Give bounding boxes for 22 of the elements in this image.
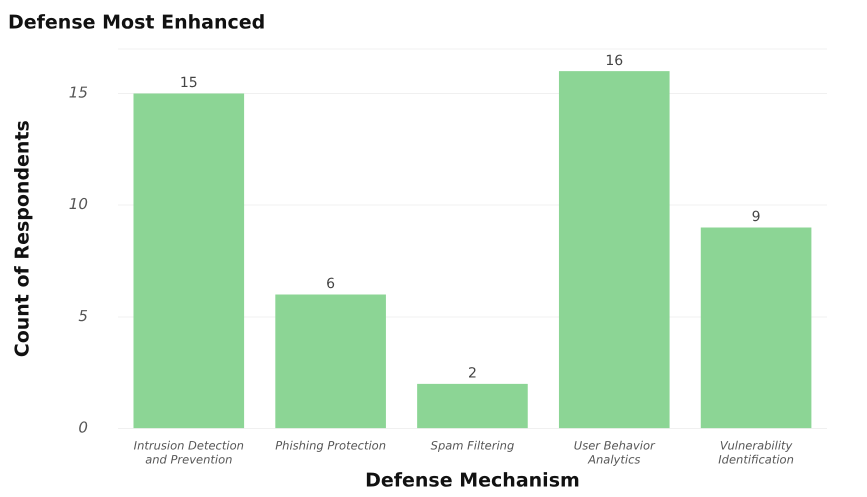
chart-title: Defense Most Enhanced	[8, 11, 266, 34]
bar	[700, 228, 812, 428]
y-tick-label: 15	[68, 83, 88, 102]
data-label: 9	[752, 209, 761, 226]
bar	[417, 384, 528, 428]
y-tick-label: 10	[68, 195, 88, 214]
data-label: 2	[468, 366, 477, 382]
x-tick-label: Spam Filtering	[430, 438, 514, 452]
y-tick-label: 5	[78, 306, 88, 325]
y-axis-title: Count of Respondents	[11, 120, 34, 358]
x-tick-label: Phishing Protection	[275, 438, 386, 452]
data-label: 16	[605, 52, 624, 69]
x-axis-title: Defense Mechanism	[365, 470, 580, 492]
x-tick-label: Intrusion Detection and Prevention	[134, 438, 244, 466]
x-tick-label: User Behavior Analytics	[574, 438, 656, 466]
data-label: 15	[180, 75, 198, 92]
data-label: 6	[326, 276, 336, 292]
y-tick-label: 0	[78, 418, 88, 436]
x-tick-label: Vulnerability Identification	[718, 438, 794, 466]
bar	[275, 294, 386, 428]
bar	[133, 93, 244, 428]
bar	[558, 71, 670, 428]
